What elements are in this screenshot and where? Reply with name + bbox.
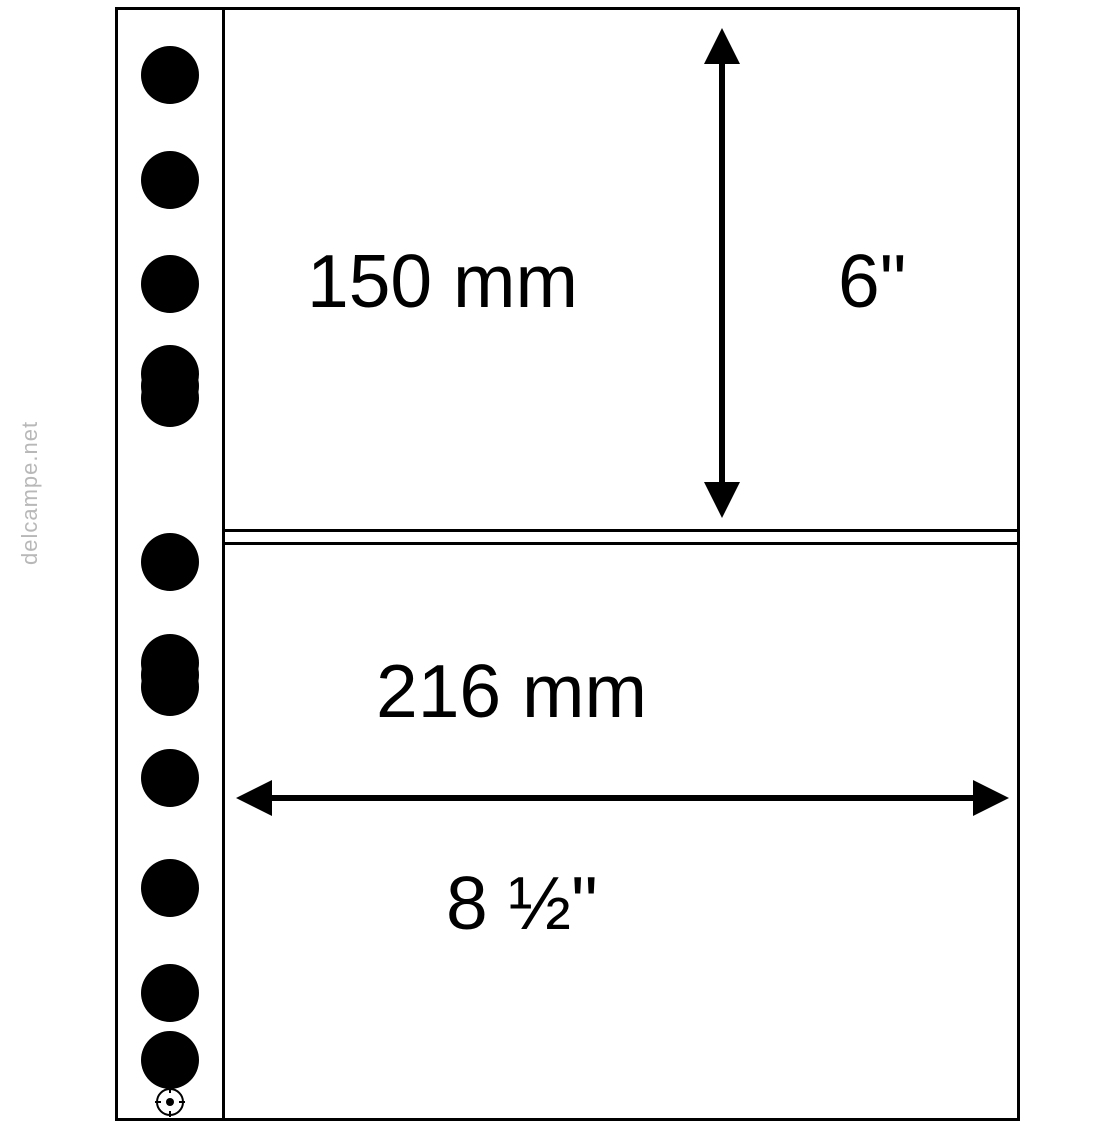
pocket-divider-top <box>222 529 1020 532</box>
binder-hole <box>141 46 199 104</box>
binder-hole <box>141 658 199 716</box>
height-in-label: 6" <box>838 238 906 324</box>
binder-hole <box>141 533 199 591</box>
width-in-label: 8 ½" <box>446 860 598 946</box>
binder-hole <box>141 255 199 313</box>
sheet-outer-border <box>115 7 1020 1121</box>
binder-hole <box>141 151 199 209</box>
diagram-stage: delcampe.net 150 mm 6" <box>0 0 1113 1131</box>
binding-strip-line <box>222 7 225 1121</box>
lighthouse-brand-icon <box>155 1087 185 1117</box>
pocket-divider-bottom <box>222 542 1020 545</box>
binder-hole <box>141 859 199 917</box>
binder-hole <box>141 964 199 1022</box>
watermark-text: delcampe.net <box>17 421 43 565</box>
binder-hole <box>141 749 199 807</box>
width-mm-label: 216 mm <box>376 648 647 734</box>
binder-hole <box>141 1031 199 1089</box>
binder-hole <box>141 369 199 427</box>
height-mm-label: 150 mm <box>307 238 578 324</box>
